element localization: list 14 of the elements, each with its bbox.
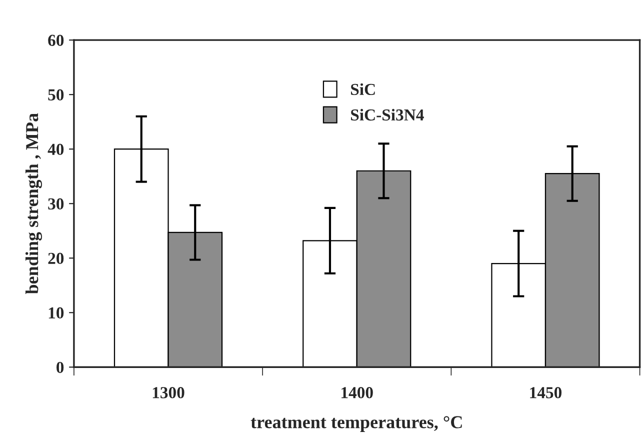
legend-label: SiC-Si3N4 [351,108,424,121]
x-tick-label: 1300 [152,387,184,398]
x-tick-label: 1400 [342,387,373,398]
y-tick-label: 20 [48,252,64,264]
x-tick-label: 1450 [530,387,562,398]
y-tick-label: 10 [48,307,64,319]
x-axis-title: treatment temperatures, °C [250,416,462,432]
y-tick-label: 60 [48,34,64,46]
y-tick-label: 0 [56,362,64,374]
y-tick-label: 40 [48,144,64,156]
y-axis-title: bending strength , MPa [25,113,42,294]
y-tick-label: 30 [48,198,64,210]
y-tick-label: 50 [48,89,64,101]
legend-label: SiC [351,83,375,96]
